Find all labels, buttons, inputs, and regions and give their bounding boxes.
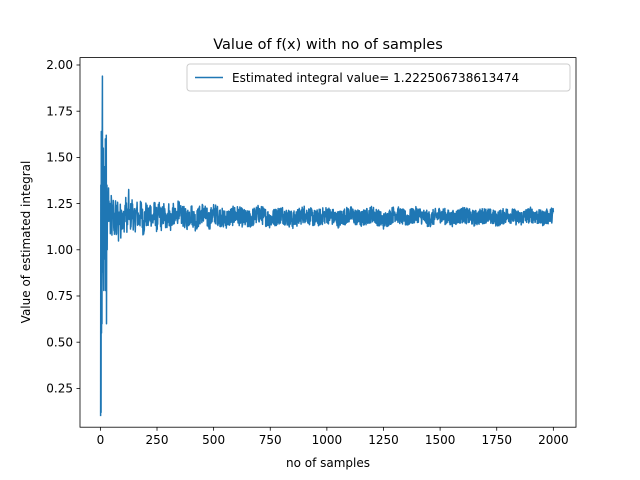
plot-frame [79,57,577,428]
legend-entry-label: Estimated integral value= 1.222506738613… [232,71,519,85]
y-tick-label: 0.75 [46,289,73,303]
x-axis-label: no of samples [286,456,370,470]
chart-title: Value of f(x) with no of samples [213,37,443,53]
x-axis: 0 250 500 750 1000 1250 1500 1750 2000 [97,427,569,447]
legend-box [186,63,571,92]
y-tick-label: 1.25 [46,197,73,211]
x-tick-label: 2000 [538,433,569,447]
y-tick-label: 1.75 [46,104,73,118]
x-tick-label: 500 [202,433,225,447]
y-tick-label: 0.50 [46,335,73,349]
y-tick-label: 1.50 [46,151,73,165]
y-axis: 0.25 0.50 0.75 1.00 1.25 1.50 1.75 2.00 [46,58,80,396]
y-axis-label: Value of estimated integral [19,161,33,324]
y-tick-label: 0.25 [46,382,73,396]
x-tick-label: 1250 [368,433,399,447]
plot-area [99,75,555,417]
series-layer [99,75,555,417]
x-tick-label: 1750 [481,433,512,447]
y-tick-label: 1.00 [46,243,73,257]
x-tick-label: 1500 [425,433,456,447]
x-tick-label: 250 [146,433,169,447]
y-tick-label: 2.00 [46,58,73,72]
legend: Estimated integral value= 1.222506738613… [186,63,571,92]
x-tick-label: 750 [259,433,282,447]
x-tick-label: 1000 [312,433,343,447]
x-tick-label: 0 [97,433,105,447]
series-line [99,75,555,417]
